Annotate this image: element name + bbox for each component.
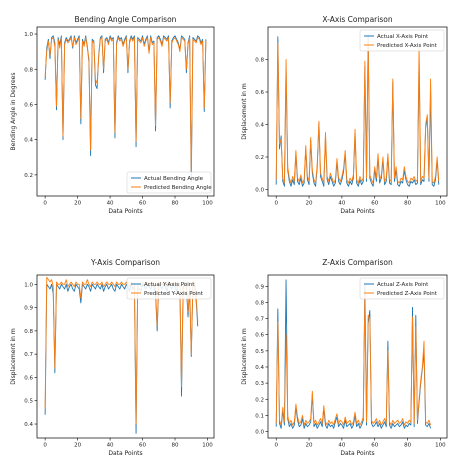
x-tick-label: 20 [306,201,313,207]
chart-panel-4: Z-Axis Comparison Data Points Displacement… [241,258,448,457]
y-tick-label: 0.4 [24,422,33,428]
y-axis-label: Bending Angle in Degrees [10,73,17,151]
x-tick-label: 60 [139,201,146,207]
x-axis-label: Data Points [108,208,142,215]
x-tick-label: 60 [371,443,378,449]
y-axis-label: Displacement in m [10,328,17,385]
legend: Actual Z-Axis Point Predicted Z-Axis Poin… [359,277,445,300]
x-tick-label: 80 [404,201,411,207]
legend-label: Predicted Z-Axis Point [377,291,438,297]
plot-frame [36,26,215,197]
x-tick-label: 20 [74,443,81,449]
legend-label: Predicted X-Axis Point [377,43,438,49]
x-axis-label: Data Points [108,450,142,457]
x-tick-label: 20 [306,443,313,449]
series-line-actual [44,283,199,434]
x-tick-label: 60 [139,443,146,449]
y-tick-label: 0.7 [255,317,264,323]
y-tick-label: 0.9 [255,284,264,290]
y-tick-label: 0.6 [255,90,264,96]
chart-title: Bending Angle Comparison [75,15,177,24]
x-tick-label: 0 [43,443,47,449]
y-tick-label: 0.0 [255,188,264,194]
y-tick-label: 0.5 [24,399,33,405]
series-line-predicted [275,295,432,426]
chart-panel-3: Y-Axis Comparison Data Points Displacement… [10,258,215,457]
legend: Actual Y-Axis Point Predicted Y-Axis Poin… [126,277,212,300]
x-axis-label: Data Points [340,208,374,215]
x-tick-label: 80 [172,201,179,207]
y-tick-label: 0.4 [24,138,33,144]
y-tick-label: 0.6 [24,102,33,108]
y-tick-label: 0.2 [255,155,264,161]
y-tick-label: 0.5 [255,349,264,355]
chart-title: Z-Axis Comparison [322,258,393,267]
x-tick-label: 60 [371,201,378,207]
y-tick-label: 0.7 [24,352,33,358]
y-tick-label: 0.8 [24,67,33,73]
y-tick-label: 0.8 [24,329,33,335]
x-tick-label: 20 [74,201,81,207]
legend: Actual Bending Angle Predicted Bending An… [126,171,212,194]
x-tick-label: 100 [202,201,213,207]
x-tick-label: 40 [338,201,345,207]
x-tick-label: 80 [404,443,411,449]
y-tick-label: 0.8 [255,300,264,306]
legend-label: Actual Y-Axis Point [144,282,195,288]
x-tick-label: 100 [435,443,446,449]
plot-frame [267,274,448,439]
chart-panel-2: X-Axis Comparison Data Points Displacement… [241,15,448,215]
x-tick-label: 100 [202,443,213,449]
legend-box [126,171,212,194]
y-tick-label: 0.2 [24,173,33,179]
y-tick-label: 0.6 [24,375,33,381]
plot-frame [267,26,448,197]
legend-box [359,29,445,52]
y-tick-label: 0.2 [255,397,264,403]
x-tick-label: 80 [172,443,179,449]
series-line-predicted [44,276,199,425]
chart-title: Y-Axis Comparison [90,258,160,267]
legend-label: Actual X-Axis Point [377,34,429,40]
y-tick-label: 0.6 [255,333,264,339]
y-tick-label: 0.8 [255,58,264,64]
series-line-predicted [44,37,207,172]
y-tick-label: 0.0 [255,430,264,436]
x-tick-label: 40 [107,443,114,449]
x-axis-label: Data Points [340,450,374,457]
plot-frame [36,274,215,439]
legend: Actual X-Axis Point Predicted X-Axis Poin… [359,29,445,52]
y-axis-label: Displacement in m [241,83,248,140]
y-tick-label: 0.3 [255,381,264,387]
series-line-predicted [275,39,440,184]
legend-box [126,277,212,300]
y-axis-label: Displacement in m [241,328,248,385]
legend-label: Actual Z-Axis Point [377,282,429,288]
x-tick-label: 100 [435,201,446,207]
x-tick-label: 40 [338,443,345,449]
series-line-actual [275,279,432,429]
y-tick-label: 1.0 [24,32,33,38]
chart-title: X-Axis Comparison [322,15,392,24]
y-tick-label: 1.0 [24,282,33,288]
y-tick-label: 0.4 [255,123,264,129]
chart-panel-1: Bending Angle Comparison Data Points Bendi… [10,15,215,215]
y-tick-label: 0.4 [255,365,264,371]
y-tick-label: 0.1 [255,413,264,419]
y-tick-label: 0.9 [24,306,33,312]
legend-label: Predicted Bending Angle [144,185,212,191]
x-tick-label: 0 [43,201,47,207]
x-tick-label: 40 [107,201,114,207]
series-line-actual [275,34,440,187]
legend-box [359,277,445,300]
legend-label: Actual Bending Angle [144,176,204,182]
x-tick-label: 0 [274,201,278,207]
series-line-actual [44,35,207,183]
x-tick-label: 0 [274,443,278,449]
legend-label: Predicted Y-Axis Point [144,291,204,297]
